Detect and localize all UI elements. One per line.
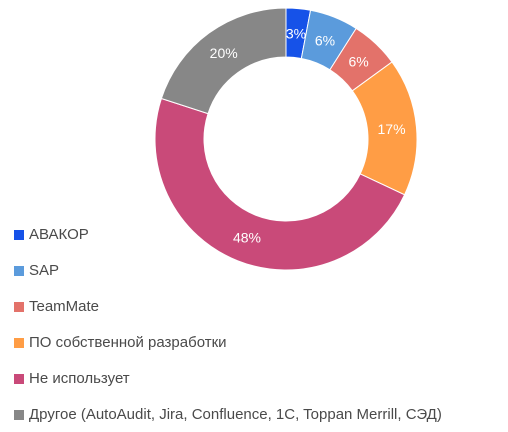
- legend-item: TeamMate: [14, 298, 442, 315]
- slice-value-label: 3%: [286, 25, 306, 41]
- legend-item: Не использует: [14, 370, 442, 387]
- legend-item: SAP: [14, 262, 442, 279]
- legend-swatch: [14, 409, 24, 420]
- legend-item: АВАКОР: [14, 226, 442, 243]
- legend-label: ПО собственной разработки: [29, 334, 227, 351]
- chart-legend: АВАКОР SAP TeamMate ПО собственной разработ…: [14, 226, 442, 423]
- slice-value-label: 6%: [315, 32, 335, 48]
- legend-swatch: [14, 301, 24, 312]
- legend-label: Не использует: [29, 370, 130, 387]
- slice-value-label: 6%: [348, 54, 368, 70]
- legend-label: АВАКОР: [29, 226, 89, 243]
- slice-value-label: 48%: [233, 230, 261, 246]
- slice-value-label: 17%: [378, 121, 406, 137]
- legend-swatch: [14, 337, 24, 348]
- legend-swatch: [14, 265, 24, 276]
- legend-label: TeamMate: [29, 298, 100, 315]
- donut-slice: [160, 7, 287, 115]
- legend-swatch: [14, 373, 24, 384]
- donut-slice: [154, 97, 406, 271]
- slice-value-label: 20%: [210, 45, 238, 61]
- legend-item: Другое (AutoAudit, Jira, Confluence, 1C,…: [14, 406, 442, 423]
- legend-item: ПО собственной разработки: [14, 334, 442, 351]
- legend-label: Другое (AutoAudit, Jira, Confluence, 1C,…: [29, 406, 442, 423]
- legend-label: SAP: [29, 262, 60, 279]
- legend-swatch: [14, 229, 24, 240]
